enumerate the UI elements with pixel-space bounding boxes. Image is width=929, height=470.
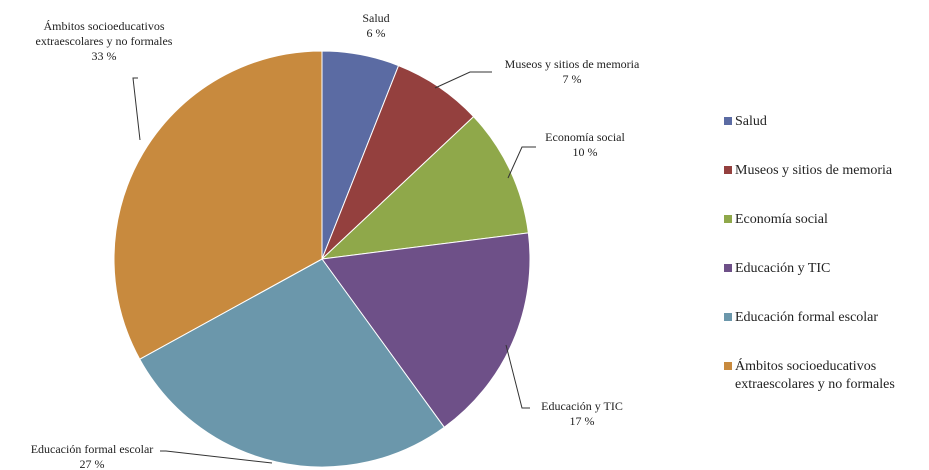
pie-slice-ambitos-socioeducativos-extraescolares-y-no-formales <box>113 50 323 360</box>
legend-entry-ambitos-socioeducativos-extraescolares-y-no-formales: Ámbitos socioeducativos extraescolares y … <box>735 357 895 392</box>
pie-slice-educacion-y-tic <box>321 232 531 428</box>
slice-label-educacion-y-tic: Educación y TIC 17 % <box>541 399 623 428</box>
leader-line-educacion-y-tic <box>505 344 530 409</box>
leader-line-educacion-formal-escolar <box>160 450 273 464</box>
label-line: Educación y TIC <box>735 261 830 276</box>
slice-label-salud: Salud 6 % <box>362 11 389 40</box>
leader-line-museos-y-sitios-de-memoria <box>434 71 492 89</box>
label-line: Economía social <box>545 130 625 144</box>
legend-swatch-museos-y-sitios-de-memoria <box>724 166 732 174</box>
label-line: 17 % <box>570 414 595 428</box>
label-line: Salud <box>735 114 767 129</box>
label-line: Salud <box>362 11 389 25</box>
label-line: extraescolares y no formales <box>735 377 895 392</box>
label-line: Educación y TIC <box>541 399 623 413</box>
slice-label-economia-social: Economía social 10 % <box>545 130 625 159</box>
label-line: 7 % <box>563 72 582 86</box>
legend: Salud Museos y sitios de memoria Economía … <box>724 114 895 392</box>
slice-label-ambitos-socioeducativos-extraescolares-y-no-formales: Ámbitos socioeducativos extraescolares y … <box>36 19 173 63</box>
legend-swatch-educacion-formal-escolar <box>724 313 732 321</box>
label-line: Educación formal escolar <box>31 442 154 456</box>
label-line: 33 % <box>92 49 117 63</box>
label-line: extraescolares y no formales <box>36 34 173 48</box>
legend-swatch-salud <box>724 117 732 125</box>
legend-swatch-educacion-y-tic <box>724 264 732 272</box>
label-line: 27 % <box>80 457 105 470</box>
label-line: Economía social <box>735 212 828 227</box>
leader-lines <box>132 71 536 464</box>
pie-slice-economia-social <box>320 115 529 260</box>
label-line: Ámbitos socioeducativos <box>44 19 165 33</box>
label-line: Educación formal escolar <box>735 310 878 325</box>
leader-line-ambitos-socioeducativos-extraescolares-y-no-formales <box>132 77 141 141</box>
slice-labels: Salud 6 % Museos y sitios de memoria 7 % Eco… <box>31 11 640 470</box>
label-line: Museos y sitios de memoria <box>735 163 893 178</box>
label-line: Ámbitos socioeducativos <box>735 357 876 374</box>
leader-line-economia-social <box>507 146 536 179</box>
pie-slices <box>113 50 531 468</box>
slice-label-educacion-formal-escolar: Educación formal escolar 27 % <box>31 442 154 470</box>
legend-entry-educacion-formal-escolar: Educación formal escolar <box>735 310 878 325</box>
legend-entry-educacion-y-tic: Educación y TIC <box>735 261 830 276</box>
label-line: 10 % <box>573 145 598 159</box>
label-line: Museos y sitios de memoria <box>505 57 640 71</box>
pie-slice-educacion-formal-escolar <box>139 258 445 468</box>
legend-swatch-economia-social <box>724 215 732 223</box>
legend-entry-salud: Salud <box>735 114 767 129</box>
legend-swatch-ambitos-socioeducativos-extraescolares-y-no-formales <box>724 362 732 370</box>
slice-label-museos-y-sitios-de-memoria: Museos y sitios de memoria 7 % <box>505 57 640 86</box>
legend-entry-museos-y-sitios-de-memoria: Museos y sitios de memoria <box>735 163 893 178</box>
label-line: 6 % <box>367 26 386 40</box>
legend-entry-economia-social: Economía social <box>735 212 828 227</box>
